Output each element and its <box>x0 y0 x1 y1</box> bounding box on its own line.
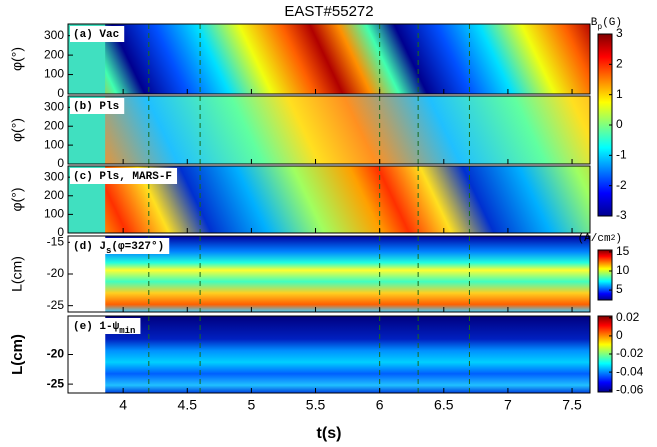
panel-label-part: (φ=327°) <box>111 241 164 253</box>
colorbar-tick-label: -3 <box>616 208 627 222</box>
panel-label-part: (b) Pls <box>73 101 119 113</box>
y-axis-label: L(cm) <box>9 256 25 292</box>
colorbar-tick-label: 15 <box>616 244 630 258</box>
label-box <box>70 26 125 42</box>
y-tick-label: 200 <box>44 188 64 202</box>
colorbar-unit-part: p <box>597 23 602 32</box>
y-axis-label: φ(°) <box>9 118 25 142</box>
title: EAST#55272 <box>284 3 373 20</box>
colorbar-unit-part: ) <box>615 233 622 245</box>
y-tick-label: 100 <box>44 137 64 151</box>
colorbar-tick-label: 1 <box>616 87 623 101</box>
colorbar-unit-part: (A/cm <box>578 233 611 245</box>
panel-frame <box>67 165 591 234</box>
colorbar-unit-part: 2 <box>611 234 616 243</box>
panel-label: (d) Js(φ=327°) <box>73 241 164 256</box>
colorbar-tick-label: -0.06 <box>616 382 644 396</box>
label-box <box>70 238 170 254</box>
panel-label-part: (c) Pls, MARS-F <box>73 171 172 183</box>
y-tick-label: -20 <box>47 347 65 361</box>
panel-frame <box>67 95 591 165</box>
y-tick-label: -20 <box>47 266 65 280</box>
panel-label: (c) Pls, MARS-F <box>73 171 172 183</box>
colorbar-tick-label: -0.04 <box>616 364 644 378</box>
panel-label-part: s <box>106 246 111 256</box>
heatmap <box>68 96 590 164</box>
panel-label: (a) Vac <box>73 29 119 41</box>
colorbar-unit-part: B <box>591 17 598 29</box>
y-tick-label: 100 <box>44 67 64 81</box>
label-box <box>70 318 141 334</box>
panel-frame <box>67 23 591 95</box>
y-tick-label: 0 <box>57 156 64 170</box>
panel-label-part: min <box>119 326 135 336</box>
heatmap <box>68 316 590 393</box>
y-tick-label: -15 <box>47 235 65 249</box>
y-tick-label: 100 <box>44 207 64 221</box>
panel-label: (e) 1-ψmin <box>73 321 135 336</box>
colorbar-tick-label: 10 <box>616 263 630 277</box>
y-tick-label: 300 <box>44 100 64 114</box>
y-tick-label: 300 <box>44 169 64 183</box>
x-axis-label: t(s) <box>317 425 342 442</box>
colorbar-tick-label: 3 <box>616 26 623 40</box>
y-axis-label: φ(°) <box>9 187 25 211</box>
colorbar-tick-label: 0.02 <box>616 310 640 324</box>
x-tick-label: 5 <box>248 397 256 413</box>
colorbar-tick-label: 0 <box>616 328 623 342</box>
label-box <box>70 98 125 114</box>
y-tick-label: 200 <box>44 118 64 132</box>
y-axis-label: L(cm) <box>9 334 26 375</box>
y-tick-label: 0 <box>57 86 64 100</box>
colorbar-unit-part: (G) <box>602 17 622 29</box>
heatmap <box>68 24 590 94</box>
label-box <box>70 168 178 184</box>
x-tick-label: 6.5 <box>434 397 454 413</box>
colorbar-tick-label: 0 <box>616 117 623 131</box>
y-tick-label: -25 <box>47 298 65 312</box>
y-tick-label: 200 <box>44 47 64 61</box>
y-axis-label: φ(°) <box>9 47 25 71</box>
colorbar-tick-label: -2 <box>616 178 627 192</box>
x-tick-label: 7.5 <box>562 397 582 413</box>
colorbar-unit: (A/cm2) <box>578 233 622 245</box>
colorbar-unit: Bp(G) <box>591 17 622 32</box>
colorbar-tick-label: 2 <box>616 57 623 71</box>
panel-label: (b) Pls <box>73 101 119 113</box>
x-tick-label: 4.5 <box>178 397 198 413</box>
x-tick-label: 5.5 <box>306 397 326 413</box>
y-tick-label: 300 <box>44 28 64 42</box>
x-tick-label: 6 <box>376 397 384 413</box>
panel-label-part: (e) 1-ψ <box>73 321 120 333</box>
panel-label-part: (d) J <box>73 241 106 253</box>
colorbar-tick-label: 5 <box>616 282 623 296</box>
colorbar <box>597 249 613 301</box>
colorbar-tick-label: -0.02 <box>616 346 644 360</box>
x-tick-label: 7 <box>504 397 512 413</box>
panel-label-part: (a) Vac <box>73 29 119 41</box>
y-tick-label: 0 <box>57 225 64 239</box>
y-tick-label: -25 <box>47 376 65 390</box>
colorbar-tick-label: -1 <box>616 148 627 162</box>
x-tick-label: 4 <box>119 397 127 413</box>
